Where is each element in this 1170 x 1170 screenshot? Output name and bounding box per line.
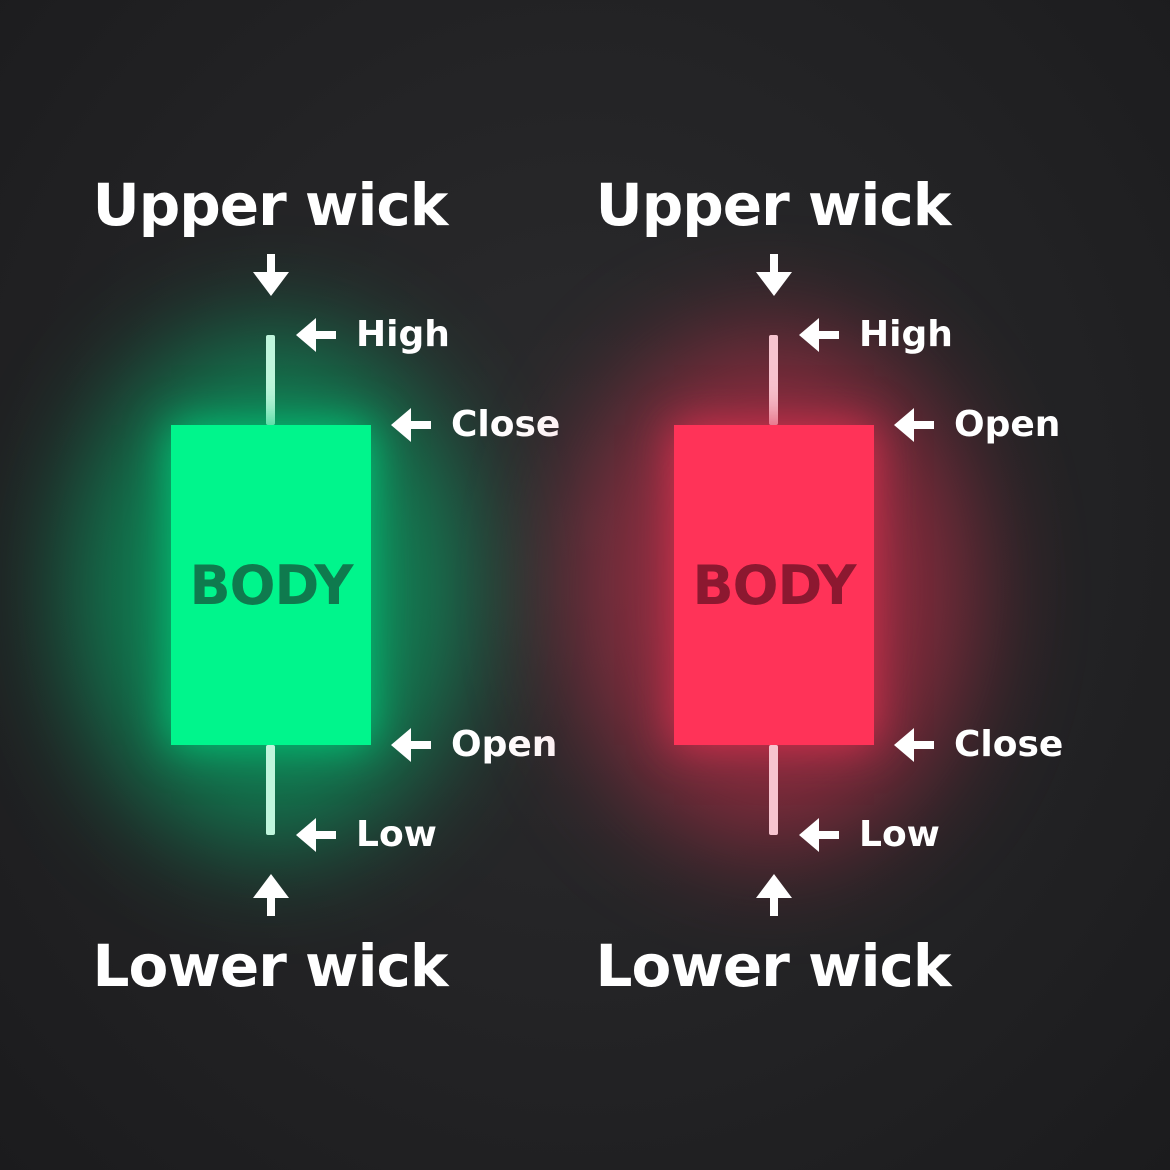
upper-wick [769,335,778,425]
lower-wick [769,745,778,835]
candle-body: BODY [171,425,371,745]
low-label: Low [859,814,940,855]
close-label: Close [451,404,561,445]
arrow-up-icon [756,874,792,916]
low-label: Low [356,814,437,855]
high-label: High [859,314,953,355]
open-label: Open [451,724,558,765]
arrow-left-icon [894,408,934,442]
arrow-down-icon [756,254,792,296]
bearish-candle-panel: Upper wick High BODY Open [503,0,1088,1170]
close-label: Close [954,724,1064,765]
body-label: BODY [692,553,856,617]
arrow-left-icon [296,818,336,852]
arrow-left-icon [894,728,934,762]
high-label: High [356,314,450,355]
upper-wick [266,335,275,425]
lower-wick-title: Lower wick [595,932,952,1000]
arrow-left-icon [391,728,431,762]
arrow-left-icon [296,318,336,352]
body-label: BODY [189,553,353,617]
upper-wick-title: Upper wick [595,171,952,239]
lower-wick [266,745,275,835]
arrow-left-icon [799,818,839,852]
open-label: Open [954,404,1061,445]
arrow-left-icon [799,318,839,352]
lower-wick-title: Lower wick [92,932,449,1000]
bullish-candle-panel: Upper wick High BODY Close [70,171,561,1000]
upper-wick-title: Upper wick [92,171,449,239]
candle-body: BODY [674,425,874,745]
arrow-down-icon [253,254,289,296]
arrow-left-icon [391,408,431,442]
arrow-up-icon [253,874,289,916]
